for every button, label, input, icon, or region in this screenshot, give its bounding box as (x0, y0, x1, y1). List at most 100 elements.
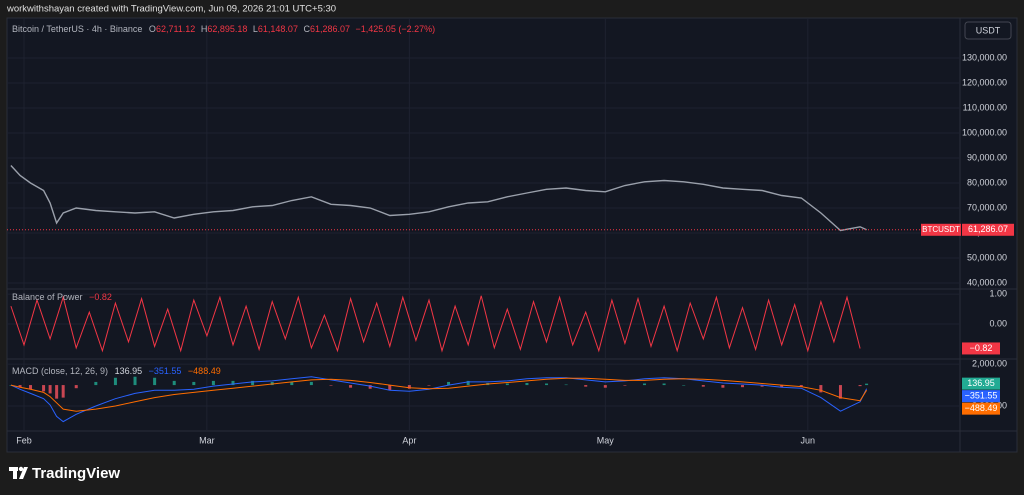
histogram-bar (388, 385, 392, 391)
histogram-bar (525, 382, 529, 386)
y-tick-label: 40,000.00 (967, 277, 1007, 287)
indicator-value: −351.55 (149, 366, 182, 376)
histogram-bar (368, 385, 372, 389)
legend-key: L (253, 24, 258, 34)
histogram-bar (838, 385, 842, 399)
histogram-bar (309, 381, 313, 386)
y-tick-label: 100,000.00 (962, 127, 1007, 137)
series-line (10, 165, 867, 232)
histogram-bar (407, 385, 411, 389)
indicator-title: Balance of Power (12, 292, 83, 302)
x-tick-label: Jun (801, 435, 816, 445)
histogram-bar (545, 383, 549, 386)
macd-legend: MACD (close, 12, 26, 9) 136.95 −351.55 −… (12, 366, 221, 376)
x-tick-label: Feb (16, 435, 32, 445)
histogram-bar (427, 385, 431, 386)
currency-label[interactable]: USDT (976, 25, 1001, 35)
histogram-bar (61, 385, 65, 398)
indicator-value: −0.82 (89, 292, 112, 302)
attribution: workwithshayan created with TradingView.… (6, 4, 336, 15)
histogram-bar (799, 385, 803, 387)
value-tag-label: 136.95 (967, 378, 995, 388)
histogram-bar (231, 380, 235, 386)
histogram-bar (819, 385, 823, 393)
series-line (10, 295, 861, 353)
value-tag-label: −0.82 (970, 343, 993, 353)
histogram-bar (211, 380, 215, 386)
series-line (10, 377, 868, 412)
histogram-bar (251, 380, 255, 386)
histogram-bar (643, 383, 647, 386)
legend-value: 61,148.07 (258, 24, 298, 34)
value-tag (962, 223, 1014, 236)
histogram-bar (94, 381, 98, 386)
symbol-tag (921, 223, 961, 236)
y-tick-label: 2,000.00 (972, 359, 1007, 369)
histogram-bar (865, 383, 869, 386)
chart-panel (6, 17, 1018, 453)
indicator-value: −488.49 (188, 366, 221, 376)
x-tick-label: Mar (199, 435, 215, 445)
value-tag-label: −351.55 (965, 391, 998, 401)
y-tick-label: 50,000.00 (967, 252, 1007, 262)
histogram-bar (55, 385, 59, 399)
legend-value: 61,286.07 (310, 24, 350, 34)
histogram-bar (858, 385, 862, 387)
histogram-bar (133, 376, 137, 386)
histogram-bar (564, 384, 568, 386)
histogram-bar (290, 381, 294, 386)
histogram-bar (623, 385, 627, 386)
histogram-bar (29, 385, 33, 390)
histogram-bar (682, 385, 686, 386)
histogram-bar (740, 385, 744, 388)
histogram-bar (18, 385, 22, 388)
indicator-value: 136.95 (115, 366, 143, 376)
y-tick-label: 130,000.00 (962, 52, 1007, 62)
histogram-bar (721, 385, 725, 388)
currency-button[interactable] (964, 21, 1012, 40)
y-tick-label: 0.00 (989, 318, 1007, 328)
plot-layer: Feb Mar Apr May Jun 130,000.00 120,000.00 110,0… (7, 18, 1007, 445)
symbol-tag-label: BTCUSDT (922, 225, 960, 234)
value-tag (962, 390, 1000, 403)
histogram-bar (584, 385, 588, 387)
y-tick-label: 70,000.00 (967, 202, 1007, 212)
legend-key: C (303, 24, 310, 34)
histogram-bar (662, 383, 666, 386)
histogram-bar (153, 377, 157, 386)
x-tick-label: Apr (402, 435, 416, 445)
value-tag (962, 342, 1000, 355)
value-tag-label: −488.49 (965, 403, 998, 413)
histogram-bar (349, 385, 353, 388)
histogram-bar (760, 385, 764, 387)
y-tick-label: 1.00 (989, 289, 1007, 299)
histogram-bar (603, 385, 607, 388)
value-tag (962, 402, 1000, 415)
legend-value: 62,711.12 (156, 24, 195, 34)
histogram-bar (192, 381, 196, 386)
indicator-title: MACD (close, 12, 26, 9) (12, 366, 108, 376)
value-tag (962, 377, 1000, 390)
value-tag-label: 61,286.07 (968, 224, 1008, 234)
y-tick-label: 110,000.00 (963, 102, 1007, 112)
y-tick-label: 80,000.00 (967, 177, 1007, 187)
legend-key: H (201, 24, 208, 34)
y-tick-label: 120,000.00 (962, 77, 1007, 87)
legend-value: 62,895.18 (207, 24, 247, 34)
histogram-bar (42, 385, 46, 392)
histogram-bar (701, 385, 705, 387)
tradingview-logo (9, 466, 28, 479)
legend-change: −1,425.05 (−2.27%) (356, 24, 436, 34)
price-legend: Bitcoin / TetherUS · 4h · Binance O62,71… (12, 24, 435, 34)
histogram-bar (113, 377, 117, 386)
histogram-bar (447, 381, 451, 386)
histogram-bar (505, 383, 509, 386)
histogram-bar (172, 380, 176, 386)
histogram-bar (329, 385, 333, 386)
bop-legend: Balance of Power −0.82 (12, 292, 112, 302)
series-line (10, 376, 868, 423)
histogram-bar (48, 385, 52, 394)
histogram-bar (466, 380, 470, 386)
